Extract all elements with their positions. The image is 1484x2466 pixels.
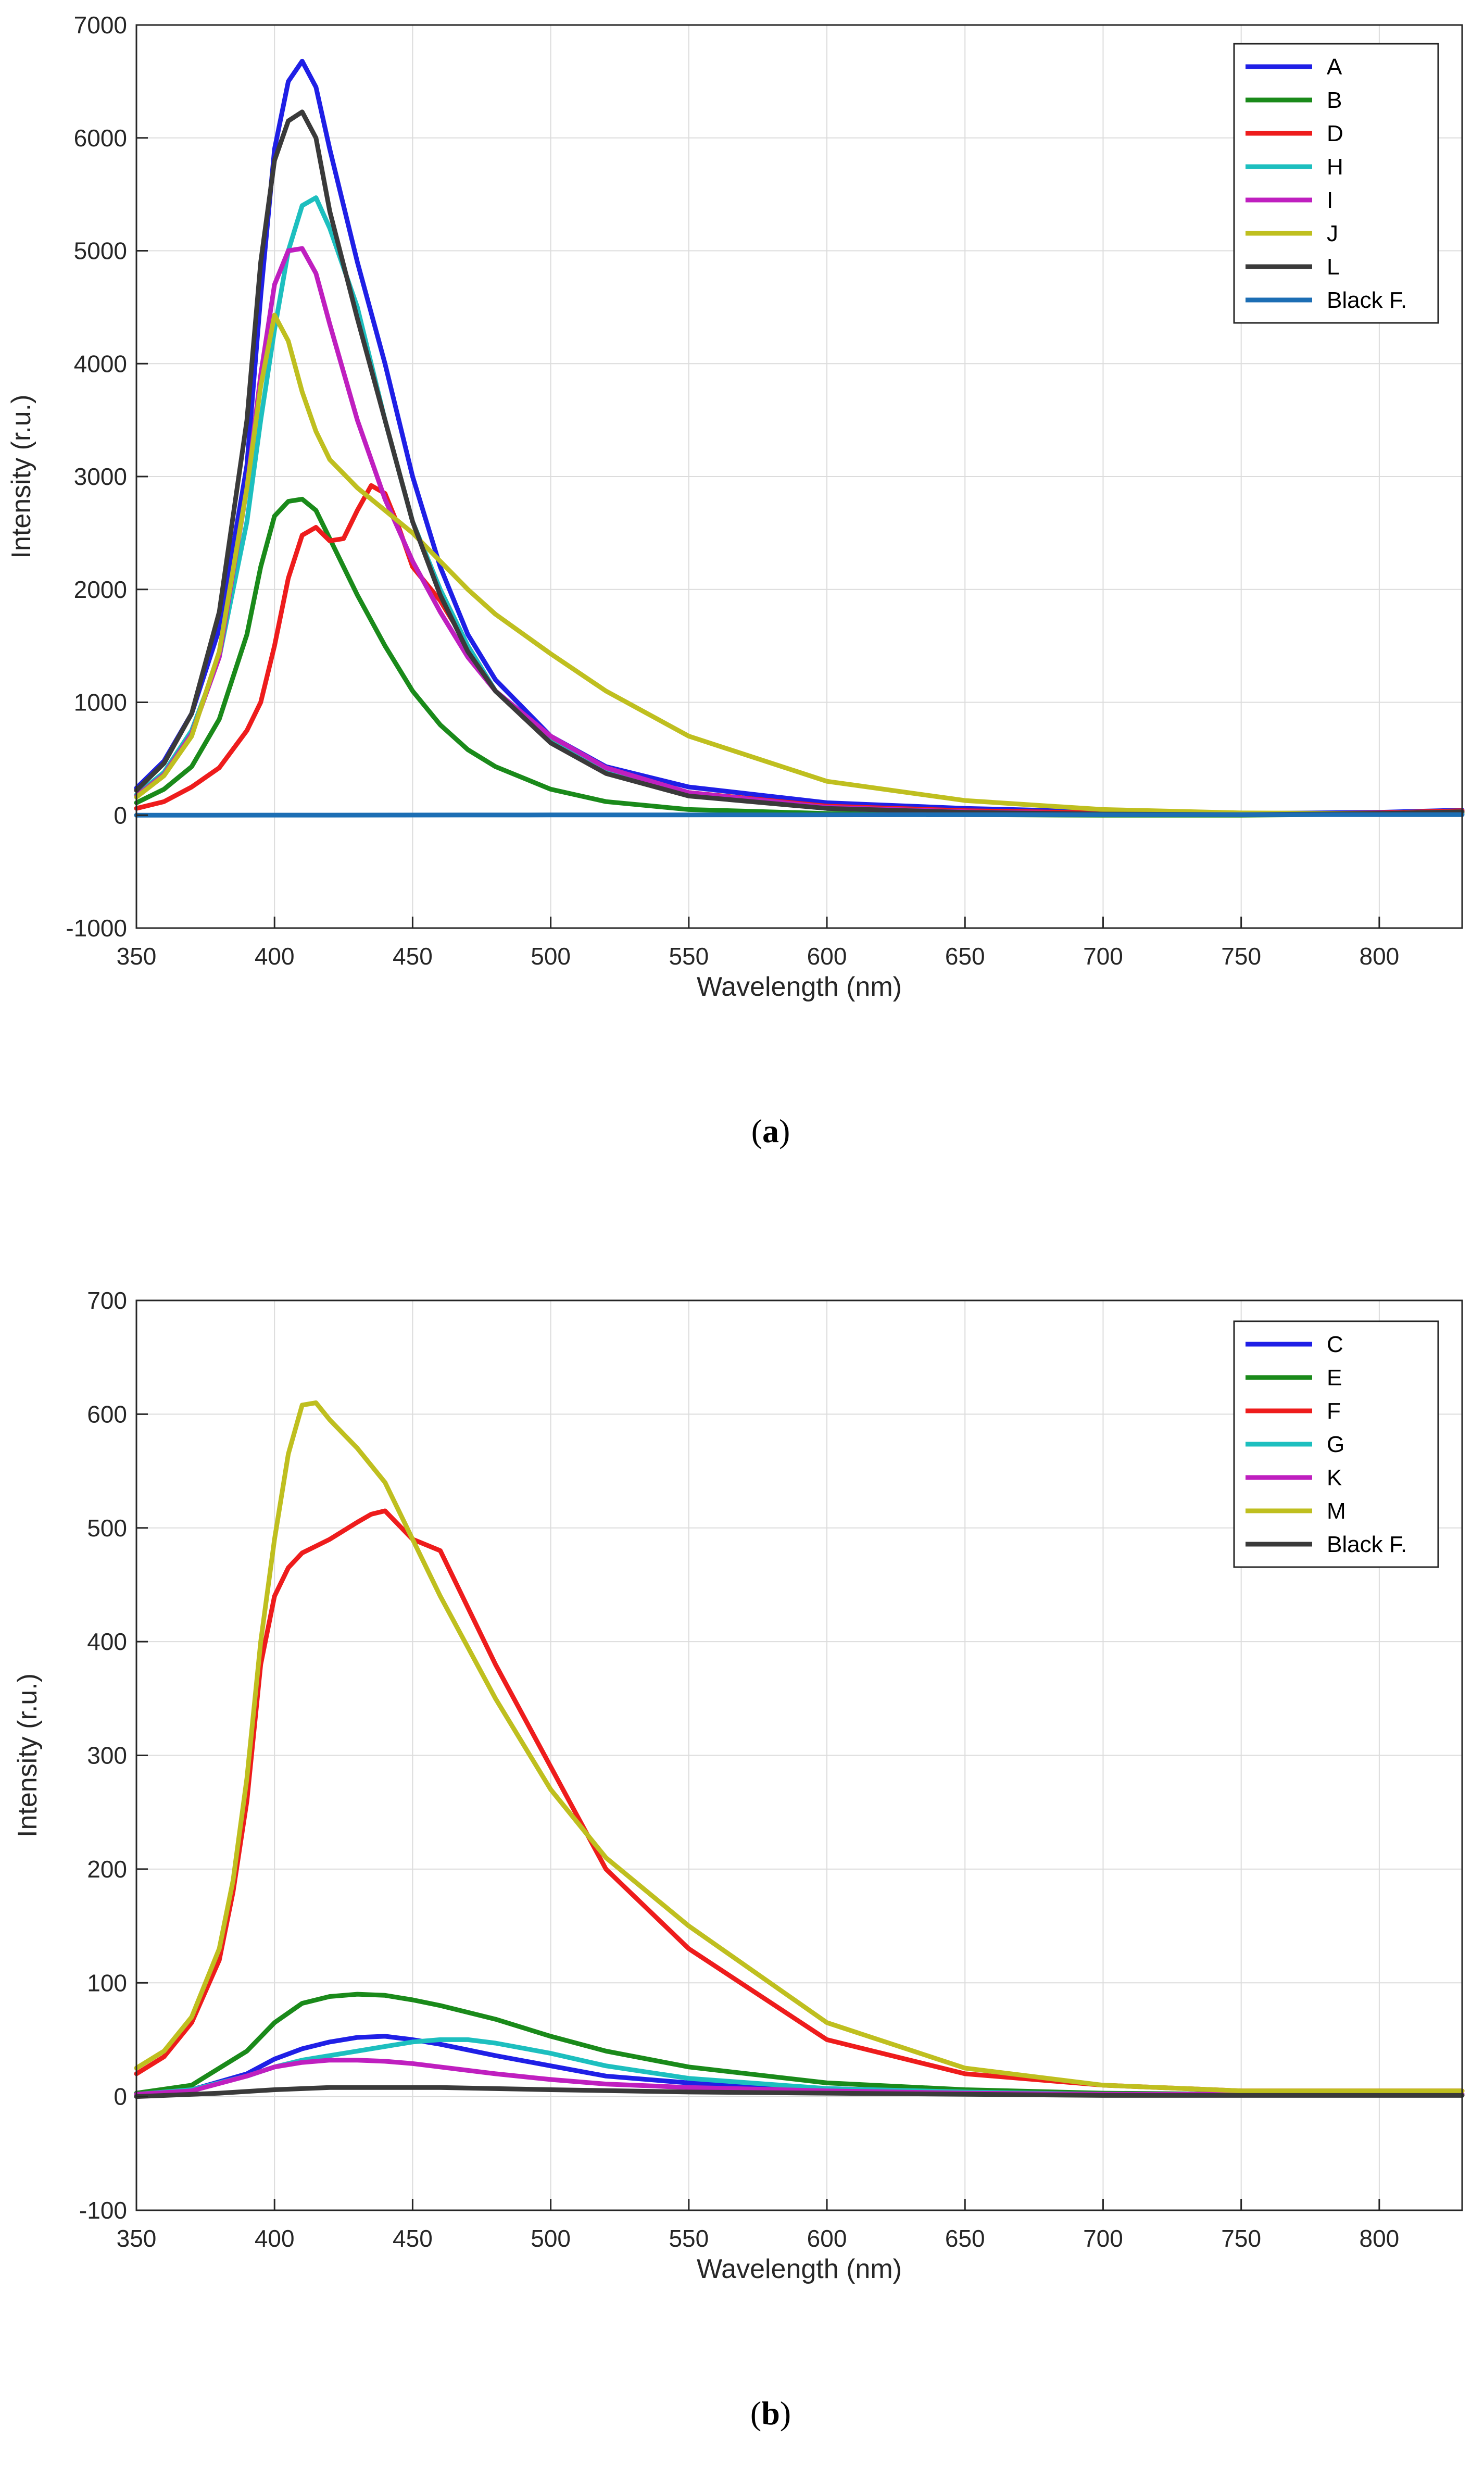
y-tick-label: 600 [87, 1400, 127, 1428]
series-line-a [134, 58, 1465, 816]
legend-entry: D [1327, 121, 1343, 146]
x-tick-label: 600 [807, 943, 847, 970]
series-line-m [134, 1400, 1465, 2094]
x-tick-label: 750 [1221, 943, 1261, 970]
legend-entry: C [1327, 1332, 1343, 1357]
x-tick-label: 350 [117, 2225, 157, 2252]
y-tick-label: 500 [87, 1514, 127, 1542]
x-tick-label: 450 [393, 2225, 433, 2252]
x-tick-label: 600 [807, 2225, 847, 2252]
x-axis-label: Wavelength (nm) [697, 972, 902, 1002]
legend-entry: H [1327, 154, 1343, 180]
y-tick-label: 700 [87, 1287, 127, 1314]
y-tick-label: 400 [87, 1628, 127, 1655]
y-tick-label: 3000 [74, 463, 127, 490]
y-tick-label: 0 [114, 2083, 127, 2110]
x-tick-label: 650 [945, 2225, 985, 2252]
y-tick-label: -1000 [66, 915, 127, 942]
legend-entry: E [1327, 1365, 1342, 1391]
legend-entry: K [1327, 1465, 1342, 1491]
y-tick-label: 2000 [74, 576, 127, 603]
x-tick-label: 700 [1083, 943, 1123, 970]
chart-panel-b: 350 400 450 500 550 600 650 700 750 800 -100 0 100 20… [12, 1287, 1465, 2432]
legend-entry: G [1327, 1432, 1344, 1457]
x-tick-label: 800 [1360, 2225, 1400, 2252]
y-tick-label: -100 [79, 2197, 127, 2224]
series-line-black-f [134, 2085, 1465, 2099]
y-tick-label: 6000 [74, 124, 127, 152]
x-tick-label: 500 [531, 2225, 571, 2252]
legend-entry: B [1327, 87, 1342, 113]
legend-entry: Black F. [1327, 1532, 1407, 1557]
x-tick-label: 700 [1083, 2225, 1123, 2252]
legend-entry: Black F. [1327, 287, 1407, 313]
x-tick-label: 350 [117, 943, 157, 970]
y-axis-label: Intensity (r.u.) [6, 395, 36, 559]
legend-entry: F [1327, 1398, 1341, 1424]
x-tick-label: 750 [1221, 2225, 1261, 2252]
y-tick-label: 300 [87, 1742, 127, 1769]
panel-caption: (a) [751, 1112, 790, 1149]
x-tick-label: 800 [1360, 943, 1400, 970]
y-tick-label: 100 [87, 1969, 127, 1996]
x-axis-label: Wavelength (nm) [697, 2254, 902, 2284]
chart-panel-a: 350 400 450 500 550 600 650 700 750 800 -1000 0 1000… [6, 11, 1465, 1149]
x-tick-label: 400 [255, 2225, 295, 2252]
x-tick-label: 500 [531, 943, 571, 970]
y-tick-label: 5000 [74, 237, 127, 265]
legend-box [1233, 43, 1439, 324]
y-tick-label: 4000 [74, 350, 127, 377]
legend-entry: L [1327, 254, 1339, 280]
x-tick-label: 450 [393, 943, 433, 970]
y-tick-label: 200 [87, 1856, 127, 1883]
legend-entry: I [1327, 187, 1333, 213]
x-tick-label: 550 [669, 943, 709, 970]
legend-entry: J [1327, 221, 1338, 246]
series-line-j [134, 312, 1465, 816]
y-axis-label: Intensity (r.u.) [12, 1673, 43, 1837]
legend-entry: M [1327, 1498, 1346, 1524]
x-tick-label: 650 [945, 943, 985, 970]
legend-entry: A [1327, 54, 1342, 80]
y-tick-label: 0 [114, 802, 127, 829]
panel-caption: (b) [750, 2395, 791, 2432]
x-tick-label: 400 [255, 943, 295, 970]
y-tick-label: 7000 [74, 11, 127, 39]
series-line-l [134, 109, 1465, 817]
x-tick-label: 550 [669, 2225, 709, 2252]
y-tick-label: 1000 [74, 689, 127, 716]
